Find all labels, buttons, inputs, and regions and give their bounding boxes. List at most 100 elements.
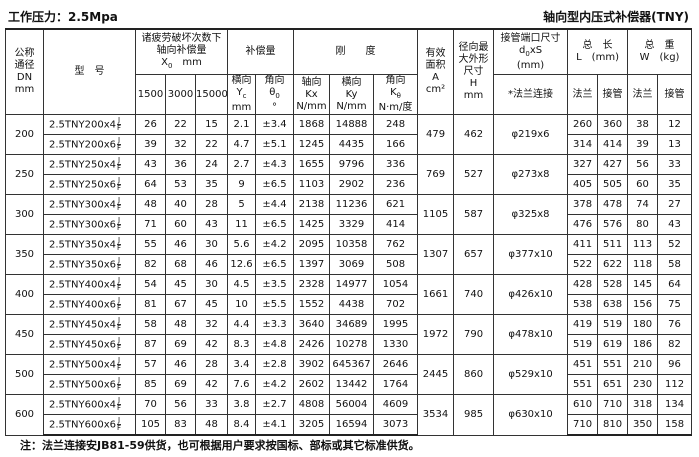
head-line: 接管端口尺寸 xyxy=(500,32,561,44)
length-cell: 710 xyxy=(567,414,599,436)
x0-cell: 64 xyxy=(135,174,166,195)
table-head: 公称 通径 DN mm 型 号 诸疲劳破坏次数下 轴向补偿量 X0 mm 补偿量 刚 度 … xyxy=(5,28,693,115)
head-line: d0xS xyxy=(495,44,567,60)
suffix-part: F xyxy=(116,264,121,272)
ky-cell: 9796 xyxy=(329,154,374,175)
length-cell: 619 xyxy=(597,334,629,355)
head-line: mm xyxy=(231,102,252,113)
footnote: 注：法兰连接安JB81-59供货，也可根据用户要求按国标、部标或其它标准供货。 xyxy=(20,439,420,452)
weight-cell: 39 xyxy=(627,134,659,155)
dn-cell: 250 xyxy=(5,154,44,195)
weight-cell: 180 xyxy=(627,314,659,335)
suffix-part: J xyxy=(117,336,121,344)
head-line: 大外形 xyxy=(458,54,489,65)
length-cell: 551 xyxy=(597,354,629,375)
weight-cell: 52 xyxy=(657,234,693,255)
theta-cell: ±2.8 xyxy=(255,354,294,375)
model-cell: 2.5TNY500x6 J F xyxy=(43,374,136,395)
pipe-cell: φ325x8 xyxy=(493,194,569,235)
weight-cell: 82 xyxy=(657,334,693,355)
model-cell: 2.5TNY600x4 J F xyxy=(43,394,136,415)
kx-cell: 1868 xyxy=(293,114,330,135)
x0-cell: 43 xyxy=(195,214,228,235)
yc-cell: 4.4 xyxy=(227,314,256,335)
length-cell: 411 xyxy=(567,234,599,255)
suffix-part: F xyxy=(116,304,121,312)
model-name: 2.5TNY350x4 xyxy=(49,239,116,251)
x0-cell: 46 xyxy=(165,234,196,255)
model-name: 2.5TNY250x6 xyxy=(49,179,116,191)
suffix-part: J xyxy=(117,156,121,164)
area-cell: 1105 xyxy=(417,194,455,235)
x0-cell: 32 xyxy=(165,134,196,155)
head-line: A xyxy=(432,72,439,83)
weight-cell: 96 xyxy=(657,354,693,375)
head-text: 0 xyxy=(167,61,173,70)
length-cell: 519 xyxy=(597,314,629,335)
theta-cell: ±3.4 xyxy=(255,114,294,135)
head-text: d xyxy=(518,44,526,56)
length-cell: 538 xyxy=(567,294,599,315)
theta-cell: ±4.2 xyxy=(255,234,294,255)
model-name: 2.5TNY300x6 xyxy=(49,219,116,231)
x0-cell: 22 xyxy=(195,134,228,155)
h-cell: 860 xyxy=(453,354,495,395)
length-cell: 428 xyxy=(567,274,599,295)
table-row: 350 2.5TNY350x4 J F 55 46 30 5.6 ±4.2 2095 10358 76… xyxy=(5,234,693,275)
length-cell: 610 xyxy=(567,394,599,415)
x0-cell: 55 xyxy=(135,234,166,255)
head-line: N·m/度 xyxy=(378,102,413,113)
kx-cell: 1425 xyxy=(293,214,330,235)
yc-cell: 2.1 xyxy=(227,114,256,135)
suffix-part: J xyxy=(117,396,121,404)
head-text: Y xyxy=(236,87,243,98)
head-line: 总 长 xyxy=(582,40,613,51)
theta-cell: ±4.1 xyxy=(255,414,294,436)
model-cell: 2.5TNY400x6 J F xyxy=(43,294,136,315)
x0-cell: 53 xyxy=(165,174,196,195)
yc-cell: 2.7 xyxy=(227,154,256,175)
model-cell: 2.5TNY500x4 J F xyxy=(43,354,136,375)
kt-cell: 3073 xyxy=(372,414,419,436)
model-cell: 2.5TNY400x4 J F xyxy=(43,274,136,295)
model-name: 2.5TNY600x4 xyxy=(49,399,116,411)
x0-cell: 85 xyxy=(135,374,166,395)
weight-cell: 186 xyxy=(627,334,659,355)
kx-cell: 1397 xyxy=(293,254,330,275)
length-cell: 810 xyxy=(597,414,629,436)
length-cell: 405 xyxy=(567,174,599,195)
kt-cell: 248 xyxy=(372,114,419,135)
model-name: 2.5TNY600x6 xyxy=(49,419,116,431)
head-line: 面积 xyxy=(425,60,446,71)
model-name: 2.5TNY350x6 xyxy=(49,259,116,271)
suffix-part: J xyxy=(117,116,121,124)
yc-cell: 5 xyxy=(227,194,256,215)
weight-pipe-head: 接管 xyxy=(657,74,693,115)
x0-cell: 42 xyxy=(195,374,228,395)
ky-cell: 4435 xyxy=(329,134,374,155)
ky-cell: 16594 xyxy=(329,414,374,436)
suffix-part: F xyxy=(116,144,121,152)
head-line: 横向 xyxy=(231,75,252,87)
length-cell: 511 xyxy=(597,234,629,255)
model-name: 2.5TNY400x4 xyxy=(49,279,116,291)
kx-cell: 1552 xyxy=(293,294,330,315)
x0-cell: 81 xyxy=(135,294,166,315)
suffix-part: F xyxy=(116,224,121,232)
head-line: N/mm xyxy=(336,100,367,112)
table-row: 2.5TNY500x6 J F 85 69 42 7.6 ±4.2 2602 13442 1764 5… xyxy=(6,374,693,395)
table-row: 2.5TNY350x6 J F 82 68 46 12.6 ±6.5 1397 3069 508 52… xyxy=(6,254,693,275)
table-row: 2.5TNY200x6 J F 39 32 22 4.7 ±5.1 1245 4435 166 314… xyxy=(6,134,693,155)
table-title: 轴向型内压式补偿器(TNY) xyxy=(543,10,689,24)
model-cell: 2.5TNY250x6 J F xyxy=(43,174,136,195)
weight-cell: 64 xyxy=(657,274,693,295)
length-flange-head: 法兰 xyxy=(567,74,599,115)
table-body: 200 2.5TNY200x4 J F 26 22 15 2.1 ±3.4 1868 14888 24… xyxy=(5,114,693,436)
x0-cell: 48 xyxy=(135,194,166,215)
head-line: 通径 xyxy=(14,60,35,71)
table-row: 200 2.5TNY200x4 J F 26 22 15 2.1 ±3.4 1868 14888 24… xyxy=(5,114,693,155)
head-line: (mm) xyxy=(516,59,545,71)
x0-cell: 71 xyxy=(135,214,166,235)
pipe-cell: φ377x10 xyxy=(493,234,569,275)
